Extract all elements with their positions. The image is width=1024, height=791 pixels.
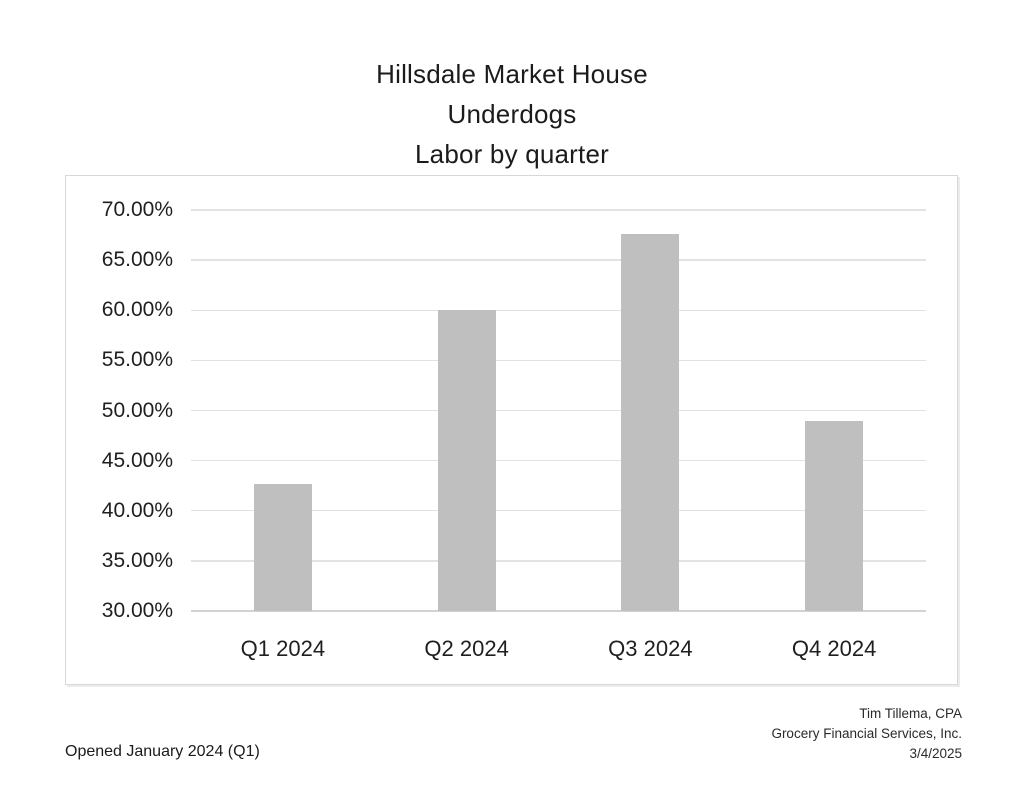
attribution-company: Grocery Financial Services, Inc. xyxy=(771,726,962,741)
chart-title-line-3: Labor by quarter xyxy=(415,139,609,169)
bar-q3-2024 xyxy=(621,234,680,611)
y-axis-tick-label: 45.00% xyxy=(101,448,173,472)
y-axis-tick-label: 70.00% xyxy=(101,198,173,221)
footer-note-opened: Opened January 2024 (Q1) xyxy=(65,743,260,760)
gridline xyxy=(191,359,926,362)
chart-title-line-1: Hillsdale Market House xyxy=(376,59,648,89)
bar-q2-2024 xyxy=(437,310,496,611)
y-axis-tick-label: 50.00% xyxy=(101,398,173,422)
gridline xyxy=(191,510,926,512)
gridline xyxy=(191,459,926,462)
gridline xyxy=(191,209,926,211)
bar-q4-2024 xyxy=(805,420,864,611)
x-axis-line xyxy=(191,610,926,612)
plot-area: 70.00% 65.00% 60.00% 55.00% 50.00% 45.00% 40.0… xyxy=(66,176,957,684)
y-axis-tick-label: 30.00% xyxy=(101,599,173,622)
y-axis-tick-label: 35.00% xyxy=(101,548,173,572)
x-axis-tick-label: Q3 2024 xyxy=(608,636,693,661)
x-axis-tick-label: Q4 2024 xyxy=(791,636,877,661)
gridline xyxy=(191,259,926,261)
gridline xyxy=(191,409,926,412)
bar-q1-2024 xyxy=(253,483,312,611)
chart-title-line-2: Underdogs xyxy=(447,99,577,129)
attribution-name: Tim Tillema, CPA xyxy=(859,706,962,721)
chart-title: Hillsdale Market House Underdogs Labor b… xyxy=(0,54,1024,174)
footer-attribution: Tim Tillema, CPA Grocery Financial Servi… xyxy=(771,704,962,764)
gridline xyxy=(191,560,926,562)
gridline xyxy=(191,309,926,311)
x-axis-tick-label: Q2 2024 xyxy=(424,636,509,661)
y-axis-tick-label: 65.00% xyxy=(101,248,173,272)
y-axis-tick-label: 60.00% xyxy=(101,298,173,322)
y-axis-tick-label: 55.00% xyxy=(101,348,173,372)
y-axis-tick-label: 40.00% xyxy=(101,498,173,522)
attribution-date: 3/4/2025 xyxy=(909,746,962,761)
x-axis-tick-label: Q1 2024 xyxy=(240,636,326,661)
chart-frame: 70.00% 65.00% 60.00% 55.00% 50.00% 45.00% 40.0… xyxy=(65,175,958,685)
